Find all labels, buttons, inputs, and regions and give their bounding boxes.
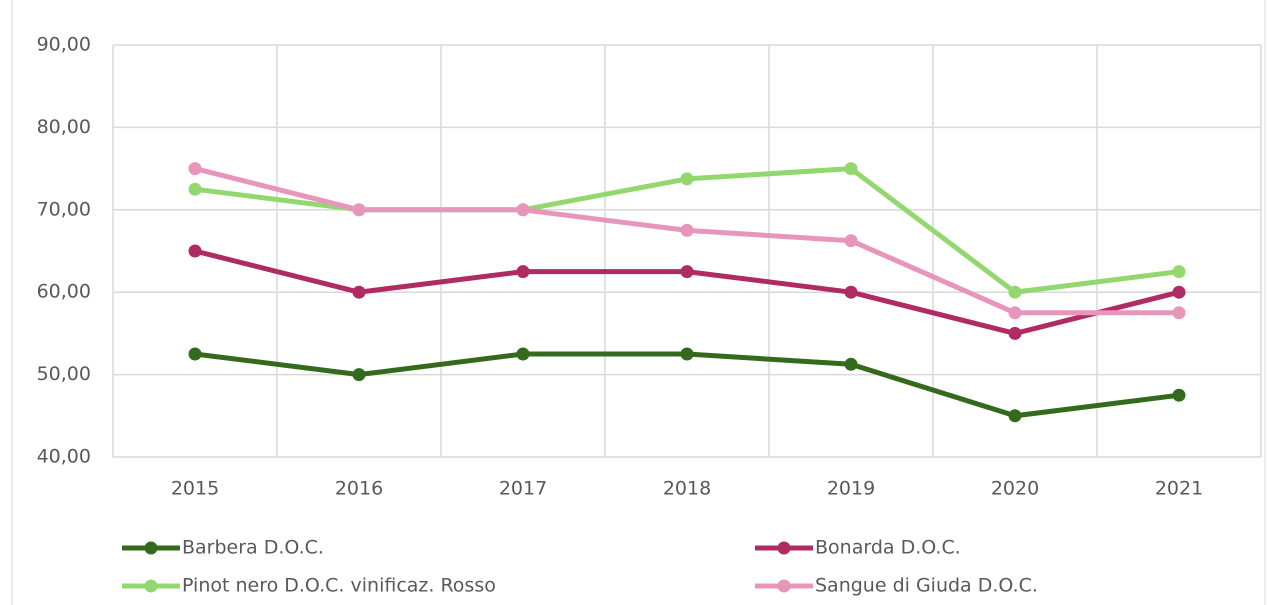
legend-label: Sangue di Giuda D.O.C. [815, 575, 1038, 597]
legend-marker [777, 579, 791, 593]
data-point [352, 368, 366, 382]
data-point [1172, 285, 1186, 299]
data-point [1008, 409, 1022, 423]
data-point [188, 162, 202, 176]
y-tick-label: 40,00 [37, 446, 91, 468]
data-point [1008, 285, 1022, 299]
x-tick-label: 2021 [1155, 478, 1203, 500]
y-tick-label: 50,00 [37, 363, 91, 385]
data-point [1172, 388, 1186, 402]
data-point [1172, 265, 1186, 279]
legend-label: Pinot nero D.O.C. vinificaz. Rosso [182, 575, 496, 597]
data-point [352, 285, 366, 299]
data-point [844, 357, 858, 371]
x-tick-label: 2016 [335, 478, 383, 500]
legend-label: Bonarda D.O.C. [815, 537, 961, 559]
data-point [1008, 326, 1022, 340]
data-point [516, 265, 530, 279]
data-point [188, 244, 202, 258]
data-point [188, 347, 202, 361]
data-point [516, 347, 530, 361]
data-point [516, 203, 530, 217]
legend-marker [144, 541, 158, 555]
legend-marker [777, 541, 791, 555]
data-point [844, 285, 858, 299]
y-tick-label: 70,00 [37, 198, 91, 220]
data-point [680, 347, 694, 361]
x-tick-label: 2018 [663, 478, 711, 500]
data-point [188, 182, 202, 196]
legend-label: Barbera D.O.C. [182, 537, 324, 559]
y-tick-label: 90,00 [37, 34, 91, 56]
data-point [680, 223, 694, 237]
data-point [680, 172, 694, 186]
y-tick-label: 80,00 [37, 116, 91, 138]
x-tick-label: 2017 [499, 478, 547, 500]
x-tick-label: 2020 [991, 478, 1039, 500]
data-point [352, 203, 366, 217]
data-point [1172, 306, 1186, 320]
x-tick-label: 2019 [827, 478, 875, 500]
data-point [1008, 306, 1022, 320]
data-point [844, 162, 858, 176]
legend-marker [144, 579, 158, 593]
data-point [844, 234, 858, 248]
y-tick-label: 60,00 [37, 281, 91, 303]
data-point [680, 265, 694, 279]
x-tick-label: 2015 [171, 478, 219, 500]
chart-border [11, 0, 1266, 605]
